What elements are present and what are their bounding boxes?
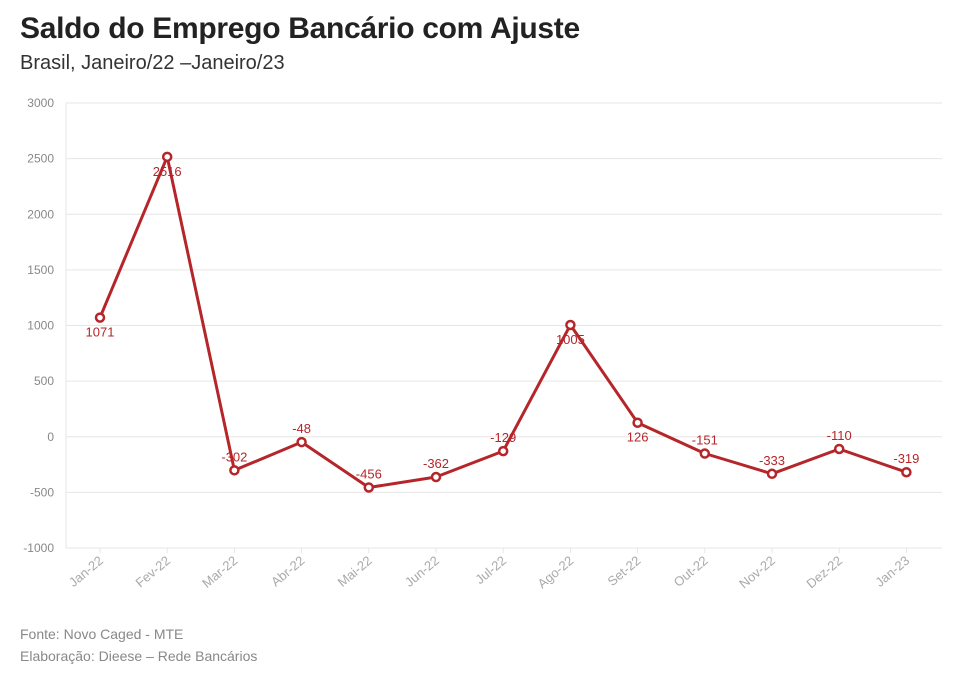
- data-label: -110: [827, 428, 852, 443]
- data-label: -302: [221, 449, 247, 464]
- data-label: 126: [627, 430, 649, 445]
- data-point: [565, 319, 576, 331]
- data-label: -319: [893, 451, 919, 466]
- data-label: -129: [490, 430, 516, 445]
- data-label: 1005: [556, 332, 585, 347]
- data-label: -456: [356, 466, 382, 481]
- data-point: [632, 417, 643, 428]
- y-tick-label: 0: [47, 430, 54, 444]
- data-point: [497, 445, 509, 457]
- x-tick-label: Ago-22: [535, 553, 577, 591]
- x-tick-label: Set-22: [605, 553, 644, 589]
- data-points: [94, 151, 912, 493]
- data-label: 1071: [86, 325, 115, 340]
- data-point: [699, 448, 711, 459]
- data-point: [161, 151, 173, 163]
- y-tick-label: 2500: [27, 152, 54, 166]
- y-tick-label: 500: [34, 374, 54, 388]
- y-tick-label: 3000: [27, 96, 54, 110]
- data-labels: 1071 2516 -302 -48 -456 -362 -129 1005 126 -151 -3…: [86, 164, 920, 482]
- x-tick-label: Fev-22: [132, 553, 173, 591]
- x-tick-label: Out-22: [671, 553, 711, 590]
- y-axis: 3000 2500 2000 1500 1000 500 0 -500 -1000: [23, 96, 67, 555]
- x-tick-label: Mar-22: [199, 553, 240, 591]
- data-label: -48: [292, 421, 311, 436]
- grid-lines: [66, 102, 942, 549]
- data-label: -151: [692, 433, 718, 448]
- x-tick-label: Mai-22: [335, 553, 375, 590]
- source-note: Fonte: Novo Caged - MTE: [20, 626, 184, 642]
- x-tick-label: Nov-22: [736, 553, 778, 591]
- x-tick-label: Jun-22: [402, 553, 442, 590]
- data-point: [430, 471, 442, 483]
- data-point: [229, 465, 240, 476]
- data-label: -333: [759, 453, 785, 468]
- data-label: -362: [423, 456, 449, 471]
- data-label: 2516: [153, 164, 182, 179]
- credit-note: Elaboração: Dieese – Rede Bancários: [20, 648, 258, 664]
- data-point: [901, 466, 912, 478]
- chart-subtitle: Brasil, Janeiro/22 –Janeiro/23: [20, 52, 285, 74]
- x-tick-label: Jan-22: [66, 553, 106, 590]
- y-tick-label: -1000: [23, 541, 54, 555]
- x-tick-label: Abr-22: [268, 553, 308, 590]
- y-tick-label: -500: [30, 485, 54, 499]
- x-tick-label: Jul-22: [472, 553, 509, 587]
- x-tick-label: Jan-23: [872, 553, 912, 590]
- x-tick-label: Dez-22: [803, 553, 845, 591]
- y-tick-label: 1500: [27, 263, 54, 277]
- data-point: [766, 468, 778, 480]
- data-point: [833, 443, 845, 455]
- y-tick-label: 1000: [27, 319, 54, 333]
- x-axis: Jan-22 Fev-22 Mar-22 Abr-22 Mai-22 Jun-22 Jul-…: [66, 548, 912, 591]
- y-tick-label: 2000: [27, 207, 54, 221]
- data-point: [296, 436, 307, 448]
- data-point: [363, 482, 375, 493]
- chart-title: Saldo do Emprego Bancário com Ajuste: [20, 12, 580, 45]
- data-point: [94, 312, 106, 323]
